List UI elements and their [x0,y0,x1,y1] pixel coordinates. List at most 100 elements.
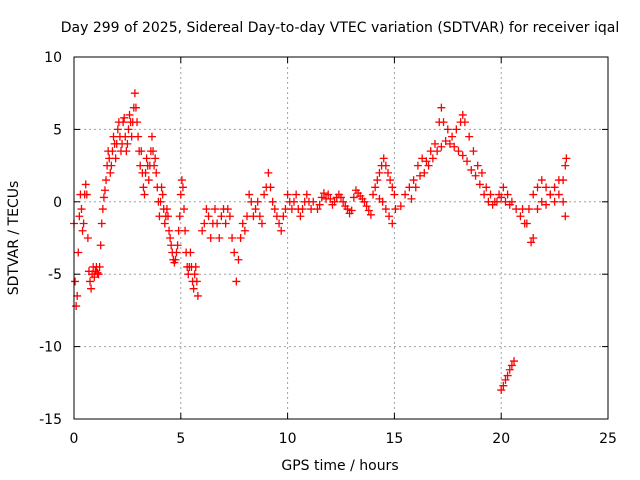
data-point [458,151,467,160]
data-point [202,205,211,214]
data-point [480,190,489,199]
data-point [150,161,159,170]
data-point [501,375,510,384]
data-point [139,183,148,192]
data-point [107,161,116,170]
data-point [379,154,388,163]
data-point [554,176,563,185]
data-point [192,277,201,286]
data-point [279,212,288,221]
data-point [149,147,158,156]
data-point [418,154,427,163]
data-point [83,234,92,242]
data-point [98,205,107,214]
data-point [375,194,384,203]
data-point [388,219,397,228]
data-point [255,212,264,221]
data-point [439,118,448,127]
data-point [448,132,457,141]
data-point [178,183,187,192]
data-point [385,212,394,221]
data-point [505,365,514,374]
data-point [458,110,467,119]
y-tick-label: -5 [48,267,62,283]
data-point [503,371,512,380]
data-point [381,205,390,214]
x-axis-label: GPS time / hours [281,458,398,474]
data-point [283,190,292,199]
data-point [430,139,439,148]
data-point [326,194,335,203]
data-point [172,248,181,257]
data-point [221,219,230,228]
data-point [77,205,86,214]
data-point [454,147,463,156]
data-point [364,206,373,215]
data-point [171,255,180,264]
data-point [290,197,299,206]
data-point [75,212,84,221]
data-point [100,186,109,195]
data-point [467,165,476,174]
data-point [102,176,111,185]
data-point [94,270,103,279]
data-point [163,212,172,221]
data-point [79,219,88,228]
data-point [108,147,117,156]
data-point [137,147,146,156]
data-point [554,190,563,199]
data-point [390,190,399,199]
y-tick-label: 0 [53,195,62,211]
data-point [217,212,226,221]
data-point [469,147,478,156]
data-point [72,302,81,311]
data-point [122,147,131,156]
data-point [151,154,160,163]
data-point [407,194,416,203]
data-point [156,197,165,206]
data-point [497,386,506,395]
data-point [497,193,506,202]
data-point [445,139,454,148]
data-point [152,168,161,177]
data-point [386,176,395,185]
data-point [257,219,266,228]
data-point [186,248,195,257]
data-point [317,193,326,202]
data-point [230,248,239,257]
data-point [443,125,452,134]
data-point [369,190,378,199]
data-point [437,142,446,151]
data-point [518,205,527,214]
data-point [501,197,510,206]
data-point [465,132,474,141]
data-point [550,183,559,192]
data-point [471,171,480,180]
data-point [147,132,156,141]
data-point [157,183,166,192]
data-point [175,212,184,221]
data-point [81,180,90,189]
data-point [189,284,198,293]
data-point [422,157,431,166]
data-point [223,205,232,214]
data-point [475,180,484,189]
data-point [225,212,234,221]
data-point [275,219,284,228]
data-point [131,103,140,112]
data-point [268,197,277,206]
y-tick-label: -10 [39,340,62,356]
data-point [86,277,95,286]
data-point [277,226,286,235]
data-point [124,125,133,134]
data-point [315,200,324,209]
data-point [87,284,96,293]
data-point [296,212,305,221]
data-point [141,168,150,177]
data-point [206,234,215,242]
data-point [349,193,358,202]
tick-labels: 0 5 10 15 20 25 -15 -10 -5 0 5 10 [39,50,617,447]
data-point [460,118,469,127]
data-point [190,270,199,279]
